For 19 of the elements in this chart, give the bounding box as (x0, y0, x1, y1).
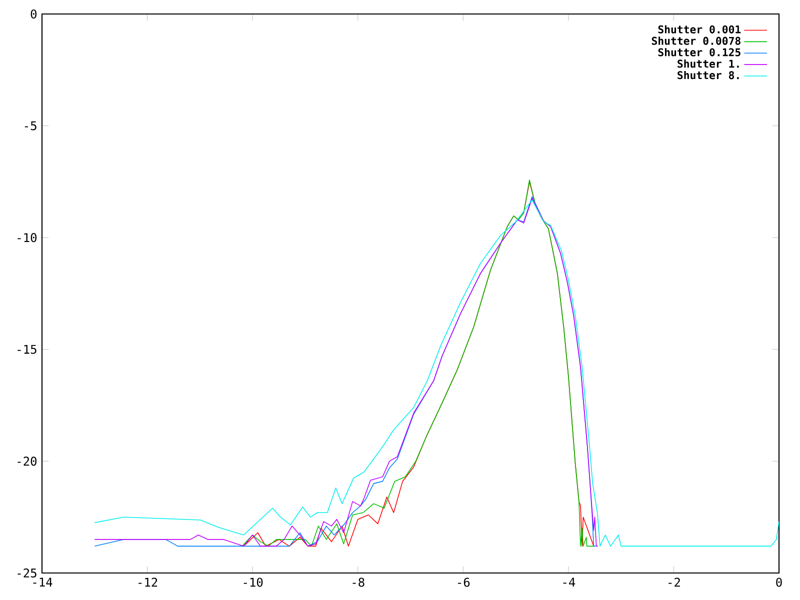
x-tick-label: -6 (458, 578, 470, 587)
y-tick-label: -25 (18, 568, 36, 578)
x-tick-label: -4 (563, 578, 576, 586)
y-tick-label: -20 (18, 456, 37, 466)
x-tick-label: 0 (776, 578, 782, 587)
legend-label: Shutter 1. (678, 60, 739, 68)
x-tick-label: -12 (138, 578, 158, 587)
y-tick-label: -10 (18, 233, 37, 242)
legend-label: Shutter 0.0078 (652, 36, 740, 45)
x-tick-label: -10 (244, 578, 263, 587)
legend-label: Shutter 0.001 (658, 25, 741, 34)
y-tick-label: -5 (24, 121, 36, 130)
x-tick-label: -8 (352, 578, 364, 587)
x-tick-label: -2 (668, 578, 680, 587)
legend-label: Shutter 0.125 (658, 48, 740, 56)
x-tick-label: -14 (33, 578, 52, 586)
y-tick-label: -15 (18, 344, 36, 354)
legend-label: Shutter 8. (678, 70, 739, 80)
y-tick-label: 0 (30, 9, 37, 19)
